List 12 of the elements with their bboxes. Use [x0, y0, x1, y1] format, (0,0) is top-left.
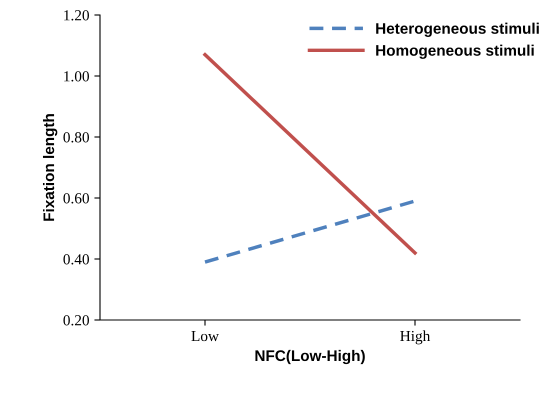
y-tick-label: 1.20 [64, 10, 89, 21]
y-tick-label: 0.20 [63, 315, 89, 326]
x-tick-label: High [400, 330, 430, 344]
y-tick-label: 0.60 [63, 193, 89, 204]
y-axis-title: Fixation length [42, 114, 58, 221]
x-axis-title: NFC(Low-High) [255, 350, 365, 364]
x-tick-label: Low [191, 331, 219, 342]
y-tick-label: 0.80 [63, 132, 89, 143]
y-tick-label: 1.00 [64, 71, 89, 82]
legend-label: Homogeneous stimuli [376, 44, 534, 59]
legend-label: Heterogeneous stimuli [376, 22, 539, 37]
y-tick-label: 0.40 [63, 254, 89, 265]
